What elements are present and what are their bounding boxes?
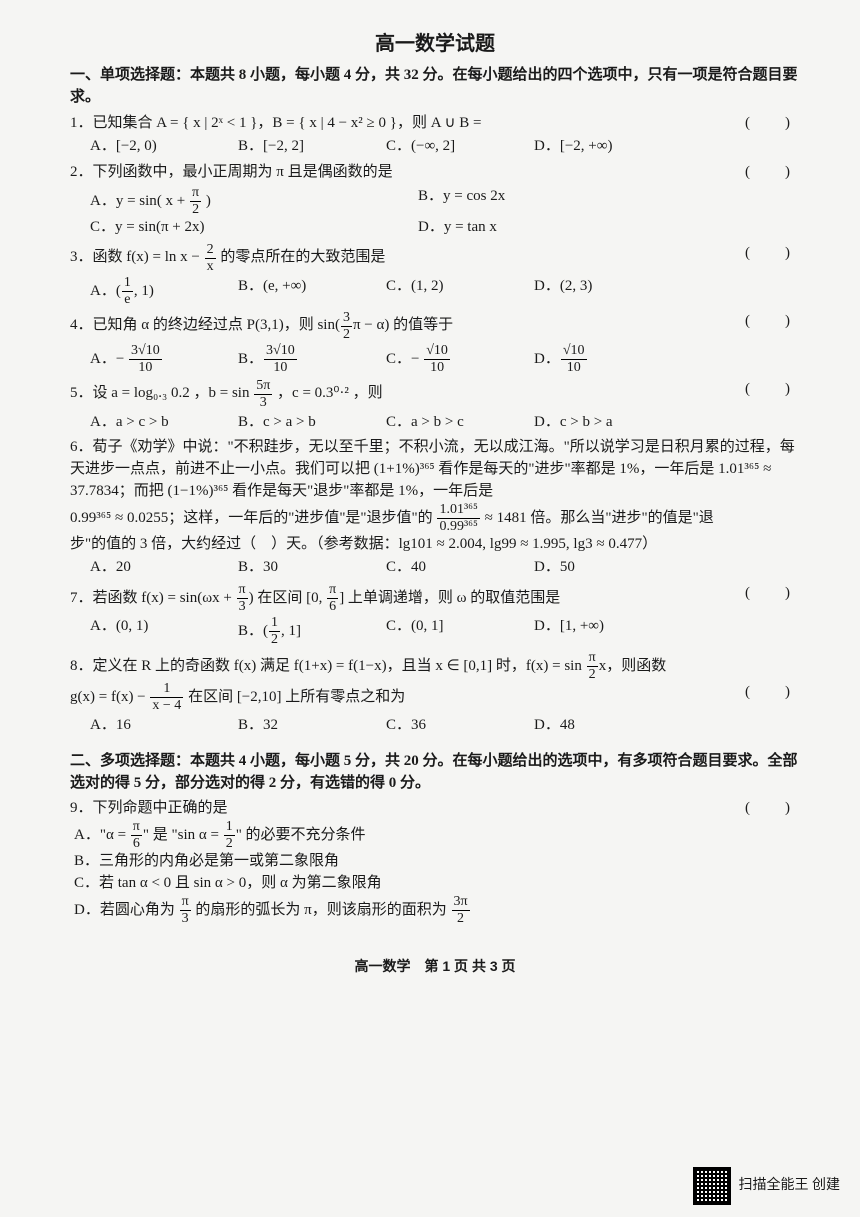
question-6: 6．荀子《劝学》中说："不积跬步，无以至千里；不积小流，无以成江海。"所以说学习…	[70, 437, 800, 579]
q3-stem: 3．函数 f(x) = ln x − 2x 的零点所在的大致范围是	[70, 249, 385, 265]
q4-opt-c: C．− √1010	[386, 344, 506, 375]
q1-opt-a: A．[−2, 0)	[90, 136, 210, 158]
qr-icon	[693, 1167, 731, 1205]
q7-opt-a: A．(0, 1)	[90, 616, 210, 647]
q6-opt-a: A．20	[90, 557, 210, 579]
q6-opt-c: C．40	[386, 557, 506, 579]
q5-stem: 5．设 a = log₀.₃ 0.2 ，b = sin 5π3 ，c = 0.3…	[70, 385, 383, 401]
q3-opt-d: D．(2, 3)	[534, 276, 654, 307]
q1-opt-b: B．[−2, 2]	[238, 136, 358, 158]
q1-stem: 1．已知集合 A = { x | 2ˣ < 1 }，B = { x | 4 − …	[70, 115, 481, 131]
q8-line1: 8．定义在 R 上的奇函数 f(x) 满足 f(1+x) = f(1−x)，且当…	[70, 651, 800, 682]
question-5: ( ) 5．设 a = log₀.₃ 0.2 ，b = sin 5π3 ，c =…	[70, 379, 800, 434]
q4-opt-b: B．3√1010	[238, 344, 358, 375]
q2-opt-d: D．y = tan x	[418, 217, 718, 239]
answer-blank: ( )	[745, 379, 800, 401]
question-1: ( ) 1．已知集合 A = { x | 2ˣ < 1 }，B = { x | …	[70, 113, 800, 159]
q2-opt-a: A．y = sin( x + π2 )	[90, 186, 390, 217]
answer-blank: ( )	[745, 162, 800, 184]
q8-opt-c: C．36	[386, 715, 506, 737]
answer-blank: ( )	[745, 243, 800, 265]
q4-stem: 4．已知角 α 的终边经过点 P(3,1)，则 sin(32π − α) 的值等…	[70, 317, 453, 333]
question-8: 8．定义在 R 上的奇函数 f(x) 满足 f(1+x) = f(1−x)，且当…	[70, 651, 800, 737]
scan-text: 扫描全能王 创建	[739, 1176, 841, 1196]
q8-opt-b: B．32	[238, 715, 358, 737]
q6-p1: 6．荀子《劝学》中说："不积跬步，无以至千里；不积小流，无以成江海。"所以说学习…	[70, 437, 800, 502]
q2-opt-c: C．y = sin(π + 2x)	[90, 217, 390, 239]
q4-opt-a: A．− 3√1010	[90, 344, 210, 375]
question-4: ( ) 4．已知角 α 的终边经过点 P(3,1)，则 sin(32π − α)…	[70, 311, 800, 375]
q6-opt-b: B．30	[238, 557, 358, 579]
q6-p2: 0.99³⁶⁵ ≈ 0.0255；这样，一年后的"进步值"是"退步值"的 1.0…	[70, 503, 800, 534]
q8-line2: g(x) = f(x) − 1x − 4 在区间 [−2,10] 上所有零点之和…	[70, 682, 800, 713]
q5-opt-d: D．c > b > a	[534, 412, 654, 434]
q9-opt-b: B．三角形的内角必是第一或第二象限角	[74, 851, 800, 873]
q9-stem: 9．下列命题中正确的是	[70, 800, 228, 816]
q7-opt-c: C．(0, 1]	[386, 616, 506, 647]
q6-opt-d: D．50	[534, 557, 654, 579]
q9-opt-c: C．若 tan α < 0 且 sin α > 0，则 α 为第二象限角	[74, 873, 800, 895]
answer-blank: ( )	[745, 583, 800, 605]
page-footer: 高一数学 第 1 页 共 3 页	[70, 956, 800, 976]
q5-opt-c: C．a > b > c	[386, 412, 506, 434]
question-9: ( ) 9．下列命题中正确的是 A．"α = π6" 是 "sin α = 12…	[70, 798, 800, 925]
page-title: 高一数学试题	[70, 30, 800, 59]
q6-p3: 步"的值的 3 倍，大约经过（ ）天。（参考数据：lg101 ≈ 2.004, …	[70, 534, 800, 556]
section-2-heading: 二、多项选择题：本题共 4 小题，每小题 5 分，共 20 分。在每小题给出的选…	[70, 751, 800, 795]
q3-opt-a: A．(1e, 1)	[90, 276, 210, 307]
question-3: ( ) 3．函数 f(x) = ln x − 2x 的零点所在的大致范围是 A．…	[70, 243, 800, 307]
q7-opt-d: D．[1, +∞)	[534, 616, 654, 647]
q7-stem: 7．若函数 f(x) = sin(ωx + π3) 在区间 [0, π6] 上单…	[70, 590, 560, 606]
q3-opt-c: C．(1, 2)	[386, 276, 506, 307]
q5-opt-b: B．c > a > b	[238, 412, 358, 434]
q7-opt-b: B．(12, 1]	[238, 616, 358, 647]
q1-opt-c: C．(−∞, 2]	[386, 136, 506, 158]
q2-stem: 2．下列函数中，最小正周期为 π 且是偶函数的是	[70, 164, 393, 180]
q4-opt-d: D．√1010	[534, 344, 654, 375]
q8-opt-d: D．48	[534, 715, 654, 737]
question-7: ( ) 7．若函数 f(x) = sin(ωx + π3) 在区间 [0, π6…	[70, 583, 800, 647]
answer-blank: ( )	[745, 682, 800, 704]
q9-opt-a: A．"α = π6" 是 "sin α = 12" 的必要不充分条件	[74, 820, 800, 851]
scan-watermark: 扫描全能王 创建	[693, 1167, 841, 1205]
question-2: ( ) 2．下列函数中，最小正周期为 π 且是偶函数的是 A．y = sin( …	[70, 162, 800, 239]
q9-opt-d: D．若圆心角为 π3 的扇形的弧长为 π，则该扇形的面积为 3π2	[74, 895, 800, 926]
q1-opt-d: D．[−2, +∞)	[534, 136, 654, 158]
answer-blank: ( )	[745, 798, 800, 820]
section-1-heading: 一、单项选择题：本题共 8 小题，每小题 4 分，共 32 分。在每小题给出的四…	[70, 65, 800, 109]
q8-opt-a: A．16	[90, 715, 210, 737]
q5-opt-a: A．a > c > b	[90, 412, 210, 434]
q3-opt-b: B．(e, +∞)	[238, 276, 358, 307]
q2-opt-b: B．y = cos 2x	[418, 186, 718, 217]
answer-blank: ( )	[745, 113, 800, 135]
answer-blank: ( )	[745, 311, 800, 333]
